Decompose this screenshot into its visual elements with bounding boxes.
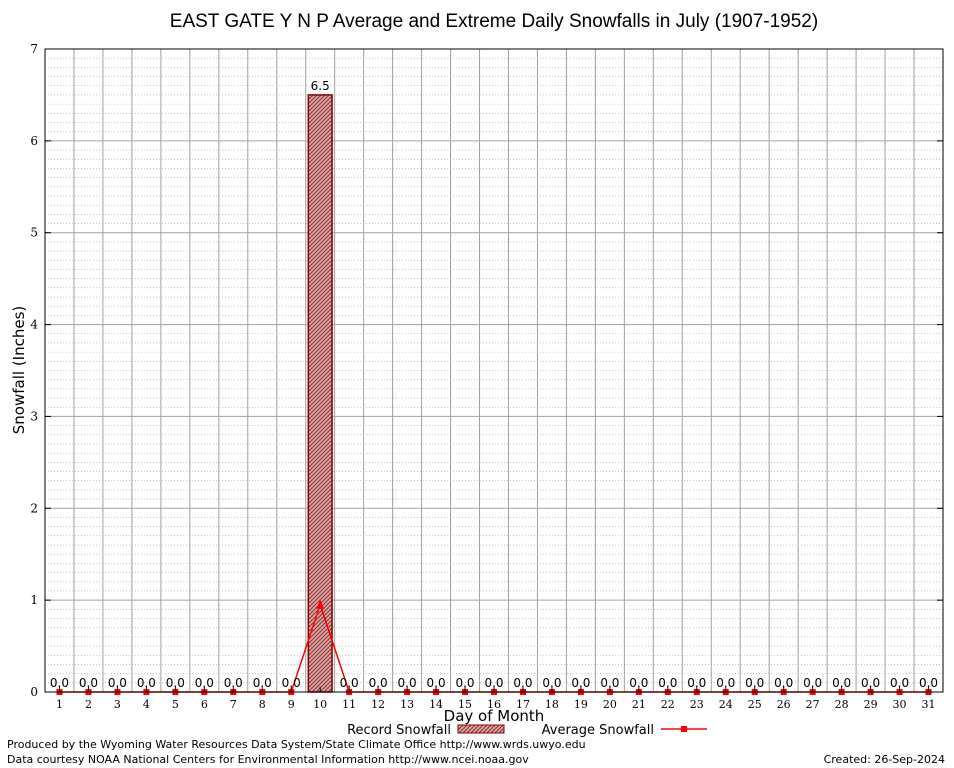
data-label: 0.0 bbox=[658, 676, 677, 690]
footer-created: Created: 26-Sep-2024 bbox=[824, 753, 945, 766]
y-tick-label: 6 bbox=[30, 134, 38, 148]
legend-average-label: Average Snowfall bbox=[542, 723, 654, 738]
x-tick-label: 18 bbox=[545, 698, 559, 711]
y-tick-label: 7 bbox=[30, 42, 38, 56]
x-tick-label: 19 bbox=[574, 698, 588, 711]
grid-lines bbox=[45, 49, 943, 692]
x-tick-label: 7 bbox=[230, 698, 237, 711]
data-label: 0.0 bbox=[369, 676, 388, 690]
y-axis-label: Snowfall (Inches) bbox=[10, 306, 28, 434]
data-label: 0.0 bbox=[803, 676, 822, 690]
x-tick-label: 8 bbox=[259, 698, 266, 711]
x-tick-label: 12 bbox=[371, 698, 385, 711]
x-tick-label: 2 bbox=[85, 698, 92, 711]
x-tick-label: 16 bbox=[487, 698, 501, 711]
data-label: 0.0 bbox=[484, 676, 503, 690]
x-tick-label: 10 bbox=[313, 698, 327, 711]
data-label: 0.0 bbox=[513, 676, 532, 690]
x-tick-label: 26 bbox=[777, 698, 791, 711]
data-label: 0.0 bbox=[108, 676, 127, 690]
data-label: 0.0 bbox=[50, 676, 69, 690]
data-label: 0.0 bbox=[832, 676, 851, 690]
data-label: 6.5 bbox=[311, 79, 330, 93]
x-tick-label: 5 bbox=[172, 698, 179, 711]
y-tick-label: 1 bbox=[30, 593, 38, 607]
x-tick-label: 6 bbox=[201, 698, 208, 711]
data-label: 0.0 bbox=[919, 676, 938, 690]
legend-average-marker bbox=[681, 726, 687, 732]
data-label: 0.0 bbox=[137, 676, 156, 690]
data-label: 0.0 bbox=[427, 676, 446, 690]
data-label: 0.0 bbox=[716, 676, 735, 690]
x-tick-label: 13 bbox=[400, 698, 414, 711]
data-label: 0.0 bbox=[195, 676, 214, 690]
x-tick-label: 25 bbox=[748, 698, 762, 711]
x-tick-label: 22 bbox=[661, 698, 675, 711]
x-axis-ticks: 1 2 3 4 5 6 7 8 9 10 11 12 13 14 15 16 17 18 19 20 21 22 23 24 2… bbox=[56, 687, 936, 711]
x-axis-label: Day of Month bbox=[444, 707, 545, 725]
data-label: 0.0 bbox=[542, 676, 561, 690]
x-tick-label: 17 bbox=[516, 698, 530, 711]
x-tick-label: 29 bbox=[864, 698, 878, 711]
data-label: 0.0 bbox=[600, 676, 619, 690]
x-tick-label: 24 bbox=[719, 698, 733, 711]
legend: Record Snowfall Average Snowfall bbox=[347, 723, 707, 738]
y-tick-label: 0 bbox=[30, 685, 38, 699]
y-tick-label: 3 bbox=[30, 409, 38, 423]
data-label: 0.0 bbox=[774, 676, 793, 690]
data-label: 0.0 bbox=[166, 676, 185, 690]
y-tick-label: 5 bbox=[30, 226, 38, 240]
x-tick-label: 9 bbox=[288, 698, 295, 711]
plot-frame bbox=[44, 48, 944, 693]
x-tick-label: 3 bbox=[114, 698, 121, 711]
x-tick-label: 15 bbox=[458, 698, 472, 711]
x-tick-label: 30 bbox=[893, 698, 907, 711]
x-tick-label: 21 bbox=[632, 698, 646, 711]
x-tick-label: 28 bbox=[835, 698, 849, 711]
data-label: 0.0 bbox=[890, 676, 909, 690]
data-label: 0.0 bbox=[340, 676, 359, 690]
y-tick-label: 4 bbox=[30, 318, 38, 332]
data-label: 0.0 bbox=[253, 676, 272, 690]
data-label: 0.0 bbox=[224, 676, 243, 690]
data-label: 0.0 bbox=[282, 676, 301, 690]
average-marker bbox=[316, 599, 325, 609]
chart-title: EAST GATE Y N P Average and Extreme Dail… bbox=[170, 11, 818, 32]
data-label: 0.0 bbox=[398, 676, 417, 690]
data-label: 0.0 bbox=[629, 676, 648, 690]
data-label: 0.0 bbox=[571, 676, 590, 690]
data-label: 0.0 bbox=[861, 676, 880, 690]
x-tick-label: 11 bbox=[342, 698, 356, 711]
footer-data-courtesy: Data courtesy NOAA National Centers for … bbox=[7, 753, 529, 766]
x-tick-label: 23 bbox=[690, 698, 704, 711]
x-tick-label: 31 bbox=[922, 698, 936, 711]
x-tick-label: 4 bbox=[143, 698, 150, 711]
legend-record-label: Record Snowfall bbox=[347, 723, 451, 738]
data-label: 0.0 bbox=[745, 676, 764, 690]
y-tick-label: 2 bbox=[30, 501, 38, 515]
x-tick-label: 27 bbox=[806, 698, 820, 711]
footer-produced-by: Produced by the Wyoming Water Resources … bbox=[7, 738, 586, 751]
legend-record-swatch bbox=[457, 724, 505, 734]
x-tick-label: 20 bbox=[603, 698, 617, 711]
data-labels-layer: 0.0 0.0 0.0 0.0 0.0 0.0 0.0 0.0 0.0 6.5 0.0 0.0 0.0 0… bbox=[50, 79, 938, 690]
data-label: 0.0 bbox=[79, 676, 98, 690]
x-tick-label: 1 bbox=[56, 698, 63, 711]
data-label: 0.0 bbox=[455, 676, 474, 690]
y-axis-ticks: 0 1 2 3 4 5 6 7 bbox=[30, 42, 943, 699]
x-tick-label: 14 bbox=[429, 698, 443, 711]
data-label: 0.0 bbox=[687, 676, 706, 690]
